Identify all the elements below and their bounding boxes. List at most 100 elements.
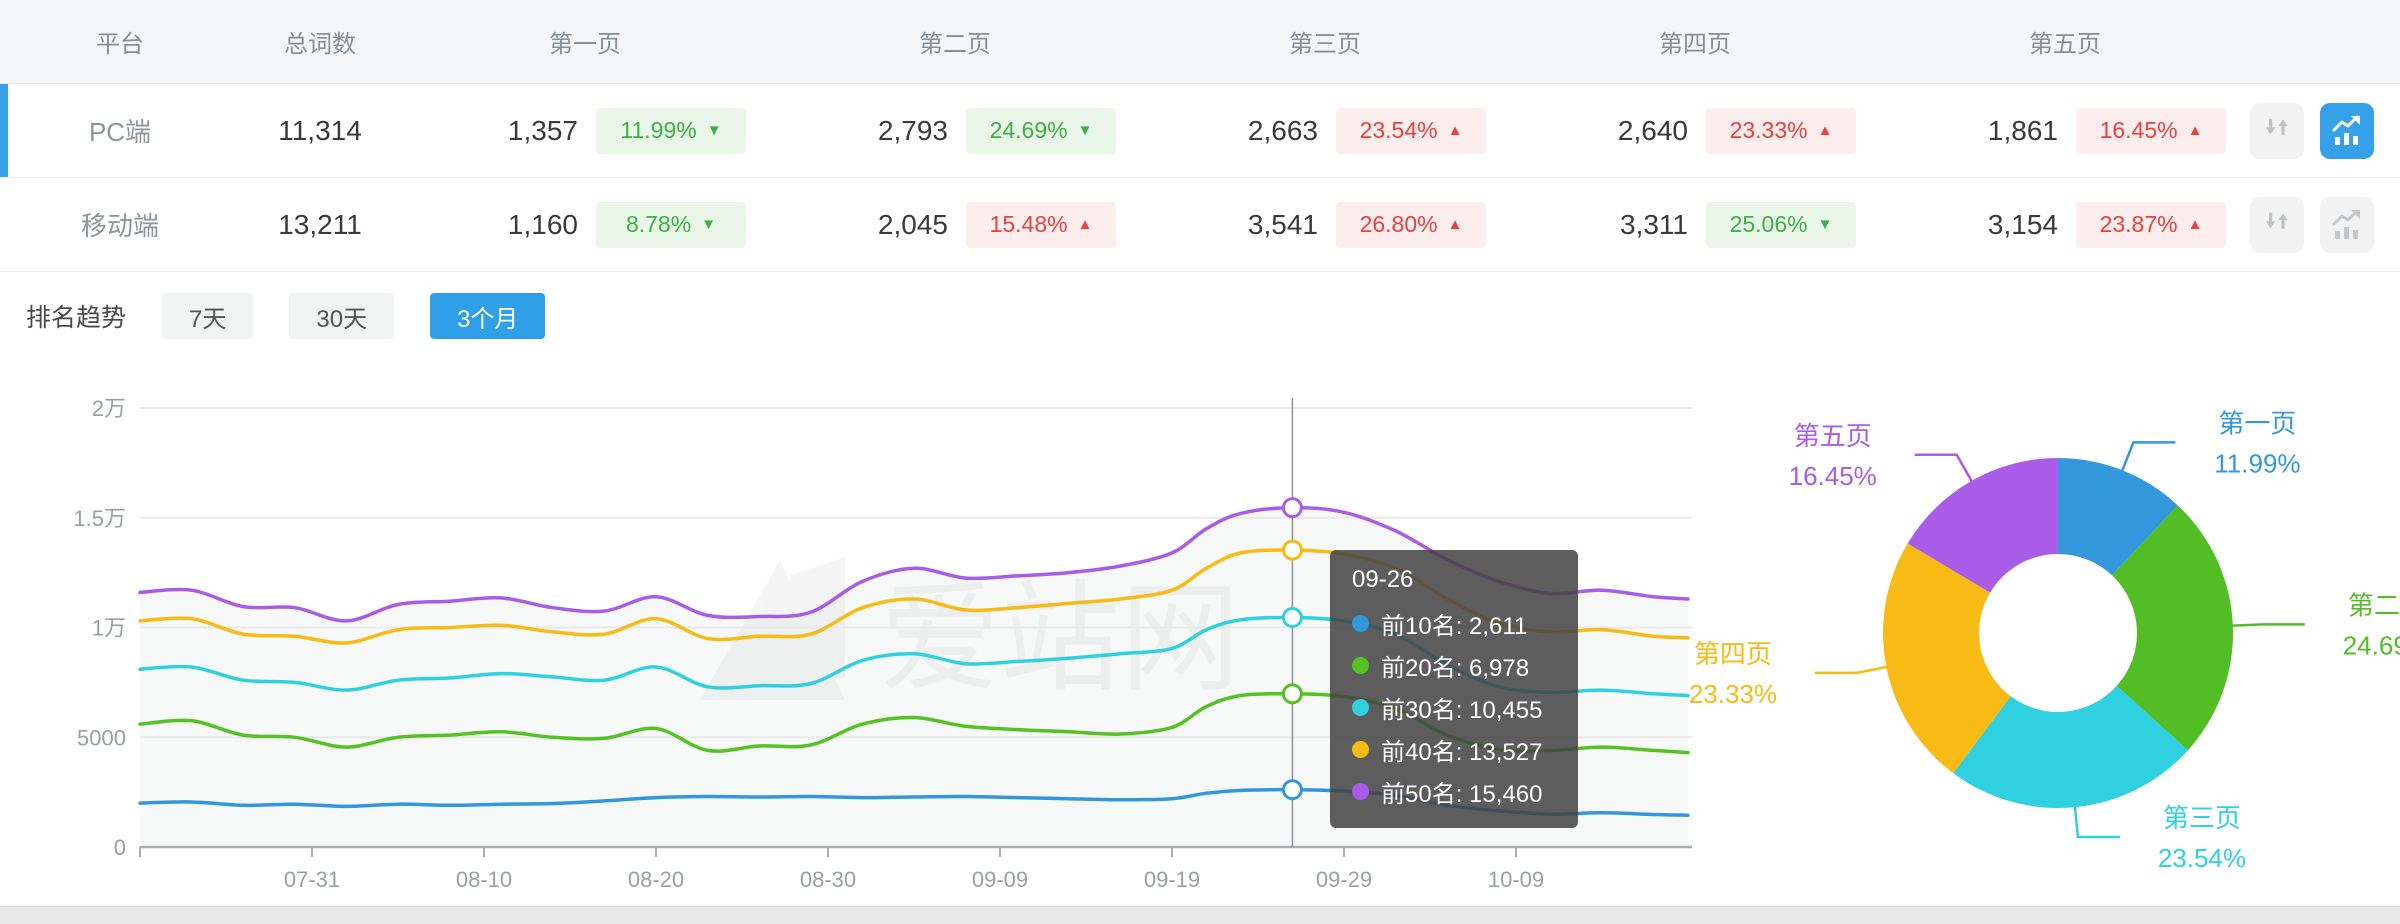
tooltip-series-row: 前50名: 15,460 — [1352, 770, 1556, 812]
donut-label-leader — [1914, 453, 1974, 484]
percent-value: 16.45% — [2099, 117, 2178, 143]
x-axis-tick-label: 07-31 — [284, 867, 340, 892]
show-trend-chart-button[interactable] — [2320, 102, 2374, 159]
percent-value: 23.87% — [2099, 211, 2178, 237]
col-header-page-5: 第五页 — [2029, 31, 2101, 58]
donut-label-percent: 23.54% — [2158, 843, 2246, 873]
row-actions — [2250, 196, 2400, 253]
tooltip-series-row: 前40名: 13,527 — [1352, 728, 1556, 770]
x-axis-tick-label: 08-20 — [628, 867, 684, 892]
chart-tooltip: 09-26 前10名: 2,611 前20名: 6,978 前30名: 10,455… — [1330, 550, 1578, 828]
tab-range-30天[interactable]: 30天 — [289, 293, 395, 339]
page-count-value: 3,541 — [1247, 208, 1318, 240]
tooltip-series-row: 前30名: 10,455 — [1352, 686, 1556, 728]
donut-label-leader — [1814, 665, 1889, 675]
row-actions — [2250, 102, 2400, 159]
y-axis-tick-label: 0 — [114, 835, 126, 860]
watermark: 爱站网 — [700, 557, 1240, 706]
donut-label-name: 第一页 — [2218, 408, 2296, 438]
highlight-marker-前50名 — [1281, 497, 1303, 519]
x-axis-tick-label: 08-10 — [456, 867, 512, 892]
page-4-cell: 3,311 25.06% ▼ — [1510, 201, 1880, 248]
donut-slice-第二页[interactable] — [2112, 505, 2233, 751]
highlight-marker-前20名 — [1281, 683, 1303, 705]
arrow-up-icon: ▲ — [1817, 122, 1833, 139]
tooltip-series-value: 前50名: 15,460 — [1381, 780, 1543, 808]
tooltip-series-value: 前40名: 13,527 — [1381, 738, 1543, 766]
trend-section-title: 排名趋势 — [26, 304, 127, 332]
donut-slice-第一页[interactable] — [2058, 458, 2178, 576]
page-percent-badge: 25.06% ▼ — [1706, 201, 1856, 248]
page-count-value: 1,861 — [1987, 114, 2058, 146]
page-2-cell: 2,793 24.69% ▼ — [770, 107, 1140, 154]
y-axis-tick-label: 1.5万 — [73, 506, 126, 531]
page-4-cell: 2,640 23.33% ▲ — [1510, 107, 1880, 154]
svg-text:爱站网: 爱站网 — [880, 572, 1240, 706]
series-color-dot — [1352, 782, 1369, 800]
page-percent-badge: 23.54% ▲ — [1336, 107, 1486, 154]
donut-slice-第三页[interactable] — [1953, 685, 2188, 808]
donut-slice-第五页[interactable] — [1907, 458, 2058, 593]
donut-label-name: 第二页 — [2348, 590, 2400, 620]
donut-label-percent: 24.69% — [2343, 630, 2400, 660]
page-3-cell: 3,541 26.80% ▲ — [1140, 201, 1510, 248]
page-count-value: 1,357 — [507, 114, 578, 146]
page-percent-badge: 24.69% ▼ — [966, 107, 1116, 154]
page-percent-badge: 11.99% ▼ — [596, 107, 746, 154]
x-axis-tick-label: 09-09 — [972, 867, 1028, 892]
page-percent-badge: 23.33% ▲ — [1706, 107, 1856, 154]
trend-area-fill — [140, 507, 1688, 847]
trend-section-bar: 排名趋势 7天 30天 3个月 — [0, 272, 2400, 360]
tab-range-7天[interactable]: 7天 — [162, 293, 254, 339]
series-color-dot — [1352, 698, 1369, 716]
table-header: 平台 总词数 第一页 第二页 第三页 第四页 第五页 — [0, 0, 2400, 84]
col-header-page-3: 第三页 — [1289, 31, 1361, 58]
col-header-page-2: 第二页 — [919, 31, 991, 58]
x-axis-tick-label: 09-19 — [1144, 867, 1200, 892]
col-header-page-4: 第四页 — [1659, 31, 1731, 58]
col-header-total-words: 总词数 — [284, 31, 356, 58]
highlight-marker-前40名 — [1281, 539, 1303, 561]
y-axis-tick-label: 5000 — [77, 725, 126, 750]
donut-label-percent: 23.33% — [1689, 679, 1777, 709]
table-row-mobile[interactable]: 移动端 13,211 1,160 8.78% ▼ 2,045 15.48% ▲ 3,541 26.… — [0, 178, 2400, 272]
arrow-up-icon: ▲ — [2187, 216, 2203, 233]
percent-value: 23.54% — [1359, 117, 1438, 143]
page-count-value: 1,160 — [507, 208, 578, 240]
total-words-value: 13,211 — [278, 208, 362, 240]
arrow-up-icon: ▲ — [2187, 122, 2203, 139]
total-words-value: 11,314 — [278, 114, 362, 146]
page-1-cell: 1,357 11.99% ▼ — [400, 107, 770, 154]
x-axis-tick-label: 09-29 — [1316, 867, 1372, 892]
table-body: PC端 11,314 1,357 11.99% ▼ 2,793 24.69% ▼ 2,663 23… — [0, 84, 2400, 272]
y-axis-tick-label: 1万 — [92, 616, 126, 641]
page-percent-badge: 23.87% ▲ — [2076, 201, 2226, 248]
sort-updown-button[interactable] — [2250, 102, 2304, 159]
page-count-value: 2,663 — [1247, 114, 1318, 146]
donut-label-name: 第四页 — [1694, 639, 1772, 669]
page-5-cell: 3,154 23.87% ▲ — [1880, 201, 2250, 248]
table-row-pc[interactable]: PC端 11,314 1,357 11.99% ▼ 2,793 24.69% ▼ 2,663 23… — [0, 84, 2400, 178]
tooltip-series-row: 前20名: 6,978 — [1352, 644, 1556, 686]
highlight-marker-前30名 — [1281, 607, 1303, 629]
page-5-cell: 1,861 16.45% ▲ — [1880, 107, 2250, 154]
donut-label-leader — [2120, 441, 2176, 473]
trend-and-distribution-chart[interactable]: 爱站网 0 5000 1万 1.5万 2万 07-31 08-10 08-20 08-30 09-0… — [0, 360, 2400, 924]
sort-updown-button[interactable] — [2250, 196, 2304, 253]
donut-label-name: 第五页 — [1794, 421, 1872, 451]
donut-slice-第四页[interactable] — [1882, 543, 2011, 774]
tooltip-series-row: 前10名: 2,611 — [1352, 602, 1556, 644]
percent-value: 15.48% — [989, 211, 1068, 237]
donut-label-percent: 11.99% — [2214, 448, 2300, 478]
trend-range-tabs: 7天 30天 3个月 — [126, 293, 546, 339]
donut-label-name: 第三页 — [2163, 803, 2241, 833]
x-axis-tick-label: 10-09 — [1488, 867, 1544, 892]
percent-value: 23.33% — [1729, 117, 1808, 143]
percent-value: 25.06% — [1729, 211, 1808, 237]
tab-range-3个月[interactable]: 3个月 — [430, 293, 546, 339]
arrow-down-icon: ▼ — [706, 122, 722, 139]
show-trend-chart-button[interactable] — [2320, 196, 2374, 253]
platform-label: PC端 — [88, 117, 152, 147]
col-header-platform: 平台 — [96, 31, 144, 58]
page-percent-badge: 15.48% ▲ — [966, 201, 1116, 248]
